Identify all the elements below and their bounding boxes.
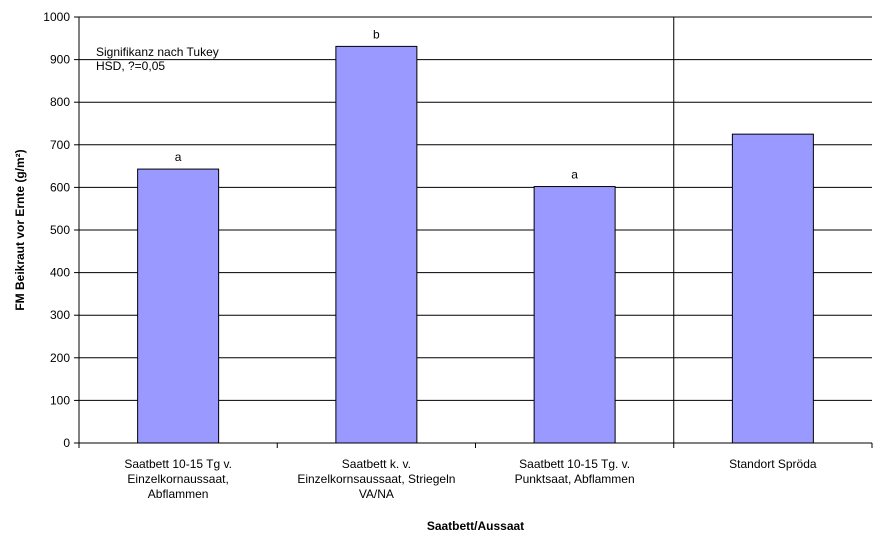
y-tick-label: 400 — [50, 266, 70, 280]
bar — [335, 45, 418, 444]
significance-letter: a — [571, 168, 578, 182]
significance-annotation: Signifikanz nach Tukey HSD, ?=0,05 — [96, 45, 219, 73]
x-tick-label: Saatbett 10-15 Tg v. Einzelkornaussaat, Ab… — [124, 457, 232, 501]
y-tick-label: 0 — [63, 436, 70, 450]
significance-letter: b — [373, 27, 380, 41]
significance-letters: a b a — [175, 27, 579, 181]
bar — [137, 168, 220, 444]
y-tick-labels: 0 100 200 300 400 500 600 700 800 900 1000 — [43, 10, 70, 450]
y-tick-label: 200 — [50, 351, 70, 365]
y-tick-label: 100 — [50, 393, 70, 407]
y-tick-label: 300 — [50, 308, 70, 322]
y-tick-label: 700 — [50, 138, 70, 152]
x-tick-label: Standort Spröda — [729, 457, 817, 471]
y-tick-label: 1000 — [43, 10, 70, 24]
x-tick-label: Saatbett 10-15 Tg. v. Punktsaat, Abflamme… — [515, 457, 635, 486]
x-axis-title: Saatbett/Aussaat — [427, 519, 524, 533]
y-tick-label: 500 — [50, 223, 70, 237]
bar — [731, 133, 814, 444]
x-tick-labels: Saatbett 10-15 Tg v. Einzelkornaussaat, Ab… — [124, 457, 817, 501]
y-tick-label: 800 — [50, 95, 70, 109]
axes — [74, 16, 873, 448]
y-tick-label: 900 — [50, 53, 70, 67]
significance-letter: a — [175, 150, 182, 164]
y-tick-label: 600 — [50, 180, 70, 194]
y-axis-title: FM Beikraut vor Ernte (g/m²) — [13, 149, 27, 310]
x-tick-label: Saatbett k. v. Einzelkornsaussaat, Strieg… — [297, 457, 455, 501]
bars — [137, 45, 814, 444]
bar — [533, 186, 616, 444]
